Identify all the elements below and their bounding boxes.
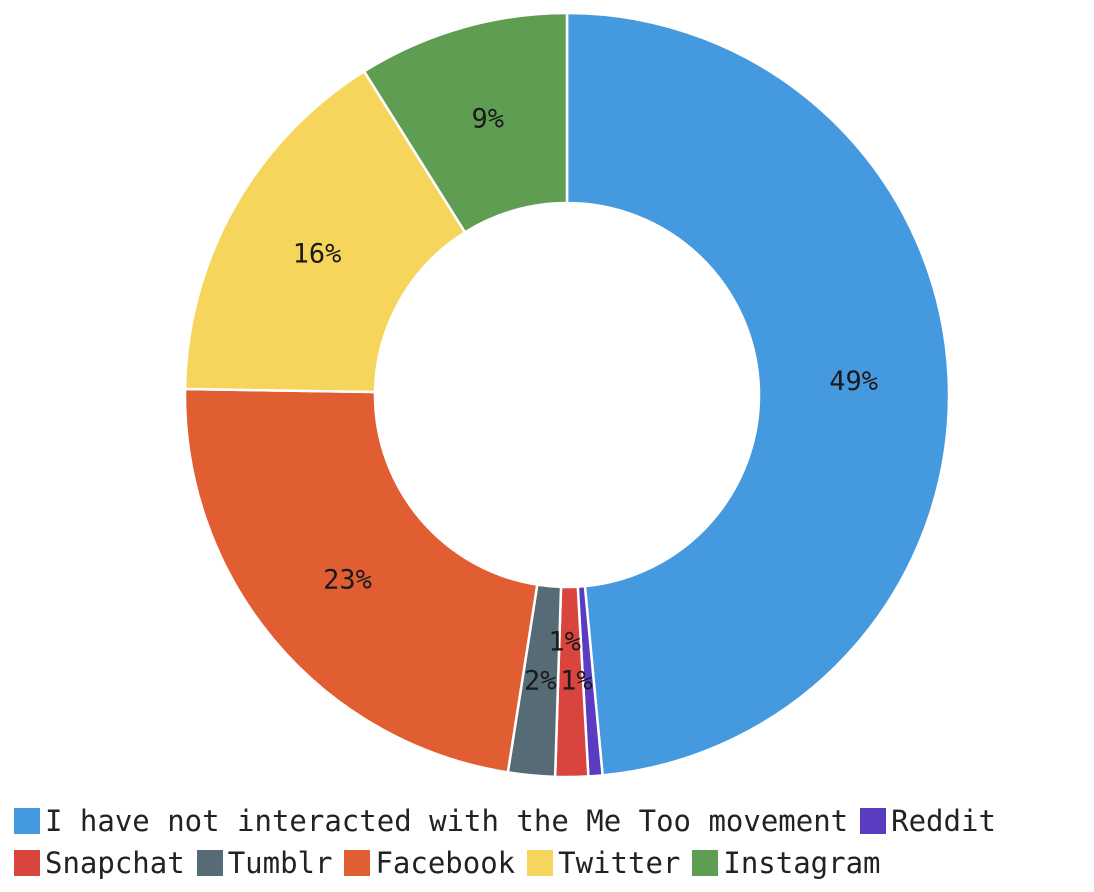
chart-slices: [183, 11, 951, 779]
legend-item-snapchat[interactable]: Snapchat: [14, 842, 185, 884]
legend-label: Facebook: [375, 846, 516, 880]
data-label-snapchat: 1%: [548, 626, 581, 657]
chart-data-labels: 49%1%1%2%23%16%9%: [293, 104, 878, 697]
legend-label: Snapchat: [45, 846, 185, 880]
legend-item-tumblr[interactable]: Tumblr: [196, 842, 333, 884]
legend-swatch: [860, 808, 887, 834]
legend-item-facebook[interactable]: Facebook: [344, 842, 515, 884]
donut-chart: 49%1%1%2%23%16%9%: [183, 11, 951, 779]
slice-instagram[interactable]: [362, 11, 569, 235]
chart-legend: I have not interacted with the Me Too mo…: [14, 800, 1094, 884]
data-label-instagram: 9%: [471, 104, 504, 135]
legend-swatch: [692, 850, 719, 876]
slice-facebook[interactable]: [183, 387, 539, 774]
legend-label: Instagram: [723, 846, 881, 880]
legend-label: Tumblr: [227, 846, 333, 880]
legend-label: Twitter: [558, 846, 681, 880]
slice-twitter[interactable]: [183, 69, 467, 394]
legend-swatch: [14, 850, 40, 876]
legend-row-2: Snapchat Tumblr Facebook Twitter Instagr…: [14, 842, 1094, 884]
data-label-i-have-not-interacted-with-the-me-too-movement: 49%: [829, 366, 878, 397]
legend-item-twitter[interactable]: Twitter: [527, 842, 680, 884]
legend-label: I have not interacted with the Me Too mo…: [45, 804, 849, 838]
legend-item-no-interaction[interactable]: I have not interacted with the Me Too mo…: [14, 800, 848, 842]
legend-swatch: [196, 850, 223, 876]
data-label-twitter: 16%: [293, 239, 342, 270]
legend-swatch: [344, 850, 371, 876]
legend-item-instagram[interactable]: Instagram: [692, 842, 881, 884]
legend-label: Reddit: [891, 804, 996, 838]
data-label-facebook: 23%: [323, 564, 372, 595]
legend-swatch: [14, 808, 40, 834]
data-label-tumblr: 2%: [524, 665, 557, 696]
legend-item-reddit[interactable]: Reddit: [860, 800, 996, 842]
legend-row-1: I have not interacted with the Me Too mo…: [14, 800, 1094, 842]
slice-i-have-not-interacted-with-the-me-too-movement[interactable]: [565, 11, 951, 777]
legend-swatch: [527, 850, 554, 876]
data-label-reddit: 1%: [560, 666, 593, 697]
